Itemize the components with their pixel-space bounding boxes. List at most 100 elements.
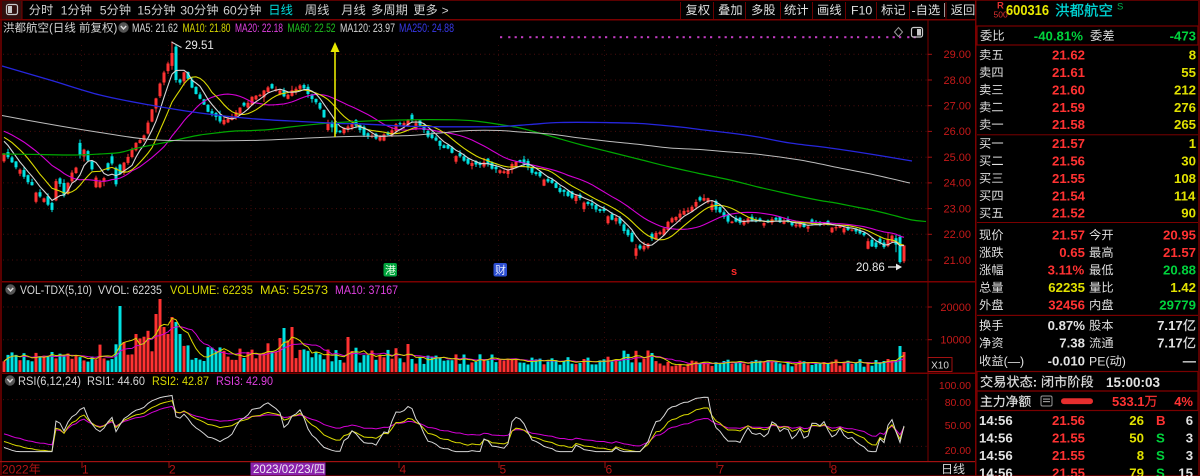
svg-text:29.00: 29.00 (943, 49, 971, 61)
svg-text:1: 1 (61, 3, 68, 17)
svg-text:14:56: 14:56 (979, 413, 1013, 428)
svg-text:8: 8 (831, 462, 838, 476)
svg-text:RSI(6,12,24): RSI(6,12,24) (18, 376, 81, 388)
svg-text:60: 60 (223, 3, 237, 17)
svg-text:25.00: 25.00 (943, 152, 971, 164)
svg-text:21.00: 21.00 (943, 255, 971, 267)
svg-text:21.56: 21.56 (1052, 154, 1085, 169)
svg-text:7.17: 7.17 (1157, 318, 1183, 333)
svg-text:3.11%: 3.11% (1048, 263, 1085, 278)
svg-text:21.57: 21.57 (1163, 245, 1196, 260)
svg-text:8: 8 (1137, 448, 1144, 463)
svg-text:50.00: 50.00 (945, 420, 971, 432)
svg-text:MA10: 21.80: MA10: 21.80 (183, 23, 231, 35)
svg-text:R: R (997, 1, 1004, 12)
svg-text:4: 4 (400, 462, 407, 476)
svg-text:S: S (1156, 448, 1165, 463)
svg-text:15:00:03: 15:00:03 (1106, 375, 1161, 390)
svg-text:80.00: 80.00 (945, 397, 971, 409)
svg-text:29779: 29779 (1159, 298, 1196, 313)
svg-text:20.00: 20.00 (945, 445, 971, 457)
svg-text:30: 30 (1181, 154, 1196, 169)
svg-text:15: 15 (137, 3, 151, 17)
svg-text:100.00: 100.00 (939, 380, 971, 392)
svg-text:VOL-TDX(5,10): VOL-TDX(5,10) (20, 285, 92, 297)
svg-text:(: ( (49, 23, 53, 35)
svg-text:265: 265 (1174, 117, 1196, 132)
svg-text:14:56: 14:56 (979, 431, 1013, 446)
svg-text:62235: 62235 (1048, 280, 1085, 295)
svg-text:21.58: 21.58 (1052, 117, 1085, 132)
svg-text:79: 79 (1129, 465, 1144, 476)
svg-text:): ) (114, 23, 118, 35)
svg-text:24.00: 24.00 (943, 178, 971, 190)
svg-text:PE(: PE( (1089, 354, 1110, 368)
svg-text:20.88: 20.88 (1163, 263, 1196, 278)
svg-text:114: 114 (1174, 188, 1196, 203)
svg-text:28.00: 28.00 (943, 75, 971, 87)
svg-text:26.00: 26.00 (943, 126, 971, 138)
svg-text:500: 500 (994, 10, 1008, 20)
svg-text:14:56: 14:56 (979, 465, 1013, 476)
svg-text:8: 8 (1189, 48, 1196, 63)
svg-text:2022: 2022 (2, 462, 29, 476)
svg-text:21.55: 21.55 (1052, 171, 1085, 186)
svg-text:21.52: 21.52 (1052, 206, 1085, 221)
svg-text:5: 5 (500, 462, 507, 476)
svg-text:0.87%: 0.87% (1048, 318, 1086, 333)
svg-text:10000: 10000 (940, 335, 971, 347)
svg-text:): ) (1122, 354, 1126, 368)
svg-text:-473: -473 (1170, 28, 1196, 43)
svg-text:23.00: 23.00 (943, 203, 971, 215)
svg-text:3: 3 (1186, 448, 1193, 463)
svg-text:1: 1 (82, 462, 89, 476)
svg-text:21.62: 21.62 (1052, 48, 1085, 63)
svg-text:2023/02/23/: 2023/02/23/ (253, 464, 315, 476)
svg-text:20.86: 20.86 (856, 262, 885, 274)
svg-text:MA5: 52573: MA5: 52573 (260, 285, 328, 297)
svg-text:6: 6 (1186, 413, 1193, 428)
svg-text:21.57: 21.57 (1052, 136, 1085, 151)
svg-text:MA5: 21.62: MA5: 21.62 (132, 23, 178, 35)
svg-text:533.1: 533.1 (1112, 394, 1145, 409)
svg-text:MA60: 22.52: MA60: 22.52 (288, 23, 336, 35)
svg-text:S: S (1156, 431, 1165, 446)
svg-text:21.59: 21.59 (1052, 100, 1085, 115)
svg-text:27.00: 27.00 (943, 101, 971, 113)
svg-text:50: 50 (1129, 431, 1144, 446)
svg-text:276: 276 (1174, 100, 1196, 115)
svg-text:212: 212 (1174, 82, 1196, 97)
svg-text:14:56: 14:56 (979, 448, 1013, 463)
svg-text:VVOL: 62235: VVOL: 62235 (98, 285, 162, 297)
svg-text:7.17: 7.17 (1157, 336, 1183, 351)
svg-text:-40.81%: -40.81% (1034, 28, 1083, 43)
svg-text:21.57: 21.57 (1052, 228, 1085, 243)
svg-text:S: S (1117, 2, 1123, 13)
svg-text:7.38: 7.38 (1059, 336, 1085, 351)
svg-text:22.00: 22.00 (943, 229, 971, 241)
svg-text::: : (1033, 375, 1037, 390)
svg-text:20.95: 20.95 (1163, 228, 1196, 243)
svg-text:S: S (1156, 465, 1165, 476)
svg-text:MA120: 23.97: MA120: 23.97 (340, 23, 395, 35)
svg-text:MA250: 24.88: MA250: 24.88 (399, 23, 454, 35)
svg-text:0.65: 0.65 (1059, 245, 1085, 260)
svg-text:55: 55 (1181, 65, 1196, 80)
svg-text:-: - (912, 3, 916, 17)
svg-text:VOLUME: 62235: VOLUME: 62235 (170, 285, 253, 297)
svg-text:90: 90 (1181, 206, 1196, 221)
svg-text:5: 5 (100, 3, 107, 17)
svg-text:-0.010: -0.010 (1048, 354, 1085, 369)
svg-text:21.60: 21.60 (1052, 82, 1085, 97)
svg-text:21.55: 21.55 (1052, 431, 1085, 446)
svg-text:>: > (442, 3, 449, 17)
svg-text:MA10: 37167: MA10: 37167 (335, 285, 398, 297)
svg-text:108: 108 (1174, 171, 1196, 186)
svg-text:RSI3: 42.90: RSI3: 42.90 (216, 376, 273, 388)
svg-text:32456: 32456 (1048, 298, 1085, 313)
svg-text:21.54: 21.54 (1052, 188, 1086, 203)
svg-text:s: s (731, 266, 737, 278)
svg-text:4%: 4% (1174, 394, 1193, 409)
svg-text:7: 7 (718, 462, 725, 476)
svg-text:—: — (1183, 354, 1197, 369)
